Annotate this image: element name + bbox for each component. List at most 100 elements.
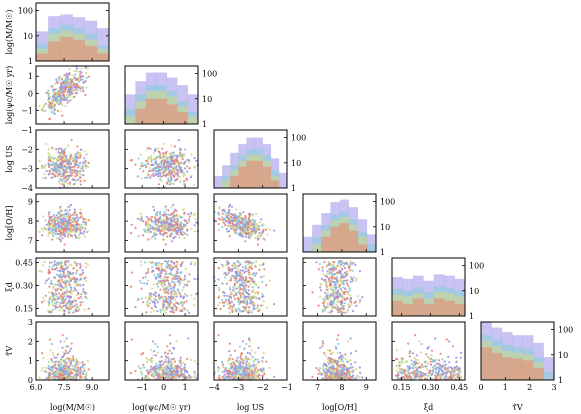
scatter-point-panel-tau-vs-logU-349 bbox=[233, 366, 236, 369]
y-tick-label-sfr-2: 1 bbox=[28, 72, 33, 81]
scatter-point-panel-xi-vs-mass-61 bbox=[66, 288, 69, 291]
hist-bar-logU-3-7 bbox=[270, 180, 280, 188]
scatter-point-panel-xi-vs-mass-88 bbox=[85, 297, 88, 300]
scatter-point-panel-sfr-vs-mass-354 bbox=[56, 94, 59, 97]
scatter-point-panel-sfr-vs-mass-30 bbox=[59, 76, 62, 79]
scatter-point-panel-tau-vs-logU-324 bbox=[261, 361, 264, 364]
scatter-point-panel-OH-vs-sfr-307 bbox=[160, 220, 163, 223]
scatter-point-panel-xi-vs-sfr-39 bbox=[150, 311, 153, 314]
x-tick-label-sfr-1: 0 bbox=[161, 383, 166, 392]
diag-tick-label-sfr-1: 10 bbox=[202, 95, 212, 104]
scatter-point-panel-logU-vs-mass-39 bbox=[49, 157, 52, 160]
scatter-point-panel-OH-vs-sfr-188 bbox=[147, 228, 150, 231]
scatter-point-panel-xi-vs-OH-259 bbox=[322, 273, 325, 276]
scatter-point-panel-logU-vs-sfr-198 bbox=[193, 166, 196, 169]
scatter-point-panel-xi-vs-OH-262 bbox=[336, 308, 339, 311]
scatter-point-panel-xi-vs-OH-96 bbox=[322, 304, 325, 307]
scatter-point-panel-tau-vs-logU-329 bbox=[227, 374, 230, 377]
scatter-point-panel-tau-vs-logU-321 bbox=[242, 362, 245, 365]
scatter-point-panel-OH-vs-logU-229 bbox=[248, 224, 251, 227]
scatter-point-panel-xi-vs-logU-326 bbox=[252, 273, 255, 276]
scatter-point-panel-OH-vs-sfr-299 bbox=[180, 233, 183, 236]
scatter-point-panel-xi-vs-mass-191 bbox=[51, 287, 54, 290]
scatter-point-panel-tau-vs-sfr-308 bbox=[165, 372, 168, 375]
scatter-point-panel-xi-vs-OH-356 bbox=[319, 286, 322, 289]
scatter-point-panel-logU-vs-sfr-285 bbox=[183, 173, 187, 176]
scatter-point-panel-logU-vs-sfr-213 bbox=[178, 176, 181, 179]
scatter-point-panel-tau-vs-logU-232 bbox=[225, 372, 229, 375]
scatter-point-panel-OH-vs-logU-194 bbox=[259, 235, 262, 238]
scatter-point-panel-xi-vs-logU-355 bbox=[255, 260, 258, 263]
scatter-point-panel-tau-vs-logU-350 bbox=[243, 376, 246, 379]
scatter-point-panel-tau-vs-sfr-359 bbox=[179, 359, 182, 362]
scatter-point-panel-xi-vs-mass-304 bbox=[65, 290, 68, 293]
scatter-point-panel-xi-vs-OH-293 bbox=[355, 277, 358, 280]
scatter-point-panel-xi-vs-sfr-96 bbox=[153, 304, 156, 307]
scatter-point-panel-logU-vs-mass-276 bbox=[48, 170, 51, 173]
scatter-point-panel-xi-vs-mass-298 bbox=[58, 280, 61, 283]
scatter-point-panel-xi-vs-OH-295 bbox=[324, 283, 327, 286]
scatter-point-panel-OH-vs-logU-333 bbox=[228, 235, 231, 238]
scatter-point-panel-OH-vs-mass-356 bbox=[61, 237, 64, 240]
scatter-point-panel-xi-vs-sfr-352 bbox=[183, 296, 186, 299]
scatter-point-panel-OH-vs-logU-354 bbox=[234, 228, 237, 231]
scatter-point-panel-tau-vs-sfr-248 bbox=[150, 360, 153, 363]
scatter-point-panel-xi-vs-logU-256 bbox=[235, 275, 238, 278]
scatter-point-panel-tau-vs-mass-334 bbox=[56, 369, 59, 372]
scatter-point-panel-sfr-vs-mass-326 bbox=[59, 96, 62, 99]
scatter-point-panel-OH-vs-logU-236 bbox=[256, 243, 260, 246]
scatter-point-panel-xi-vs-OH-181 bbox=[359, 299, 362, 302]
scatter-point-panel-OH-vs-mass-334 bbox=[56, 220, 59, 223]
panel-OH-vs-sfr-frame bbox=[124, 193, 199, 253]
scatter-point-panel-xi-vs-mass-150 bbox=[78, 293, 82, 296]
scatter-point-panel-xi-vs-sfr-210 bbox=[165, 307, 168, 310]
scatter-point-panel-tau-vs-logU-357 bbox=[221, 375, 224, 378]
scatter-point-panel-sfr-vs-mass-353 bbox=[51, 95, 55, 98]
scatter-point-panel-OH-vs-sfr-295 bbox=[152, 232, 155, 235]
scatter-point-panel-xi-vs-OH-307 bbox=[339, 270, 342, 273]
scatter-point-panel-OH-vs-mass-236 bbox=[63, 243, 66, 246]
scatter-point-panel-xi-vs-sfr-356 bbox=[172, 286, 175, 289]
scatter-point-panel-logU-vs-sfr-340 bbox=[167, 178, 170, 181]
scatter-point-panel-tau-vs-logU-303 bbox=[233, 349, 236, 352]
scatter-point-panel-xi-vs-logU-308 bbox=[229, 288, 232, 291]
scatter-point-panel-logU-vs-sfr-158 bbox=[188, 159, 191, 162]
scatter-point-panel-logU-vs-sfr-100 bbox=[154, 160, 158, 163]
scatter-point-panel-xi-vs-mass-157 bbox=[79, 295, 82, 298]
scatter-point-panel-xi-vs-sfr-350 bbox=[170, 306, 174, 309]
scatter-point-panel-logU-vs-mass-336 bbox=[57, 147, 60, 150]
scatter-point-panel-xi-vs-OH-180 bbox=[335, 266, 338, 269]
scatter-point-panel-tau-vs-sfr-159 bbox=[175, 364, 178, 367]
scatter-point-panel-xi-vs-sfr-313 bbox=[183, 278, 186, 281]
scatter-point-panel-xi-vs-mass-275 bbox=[54, 283, 57, 286]
scatter-point-panel-tau-vs-sfr-226 bbox=[152, 371, 155, 374]
scatter-point-panel-OH-vs-mass-357 bbox=[79, 212, 82, 215]
scatter-point-panel-OH-vs-logU-278 bbox=[241, 219, 244, 222]
scatter-point-panel-xi-vs-logU-357 bbox=[221, 301, 224, 304]
scatter-point-panel-tau-vs-logU-84 bbox=[241, 340, 245, 343]
scatter-point-panel-OH-vs-logU-321 bbox=[242, 230, 245, 233]
scatter-point-panel-OH-vs-sfr-255 bbox=[143, 230, 147, 233]
scatter-point-panel-tau-vs-mass-142 bbox=[66, 357, 69, 360]
panel-OH-vs-OH-frame bbox=[302, 193, 377, 253]
scatter-point-panel-tau-vs-mass-162 bbox=[56, 353, 59, 356]
scatter-point-panel-tau-vs-logU-267 bbox=[260, 368, 263, 371]
scatter-point-panel-logU-vs-mass-265 bbox=[60, 175, 63, 178]
scatter-point-panel-xi-vs-logU-264 bbox=[227, 271, 230, 274]
scatter-point-panel-logU-vs-mass-233 bbox=[68, 170, 71, 174]
scatter-point-panel-tau-vs-logU-356 bbox=[257, 346, 260, 349]
scatter-point-panel-xi-vs-sfr-287 bbox=[170, 287, 173, 290]
scatter-point-panel-xi-vs-mass-235 bbox=[74, 272, 78, 275]
scatter-point-panel-xi-vs-mass-348 bbox=[74, 310, 77, 313]
scatter-point-panel-xi-vs-sfr-326 bbox=[157, 273, 160, 276]
scatter-point-panel-xi-vs-mass-280 bbox=[69, 286, 73, 289]
scatter-point-panel-tau-vs-sfr-23 bbox=[170, 352, 173, 355]
scatter-point-panel-xi-vs-mass-195 bbox=[49, 295, 52, 299]
scatter-point-panel-sfr-vs-mass-158 bbox=[68, 71, 71, 75]
scatter-point-panel-sfr-vs-mass-226 bbox=[47, 100, 50, 103]
scatter-point-panel-OH-vs-logU-162 bbox=[240, 217, 243, 220]
scatter-point-panel-xi-vs-mass-42 bbox=[55, 293, 58, 296]
scatter-point-panel-logU-vs-mass-66 bbox=[75, 179, 78, 182]
scatter-point-panel-xi-vs-logU-181 bbox=[227, 299, 231, 302]
scatter-point-panel-logU-vs-mass-304 bbox=[65, 166, 68, 169]
